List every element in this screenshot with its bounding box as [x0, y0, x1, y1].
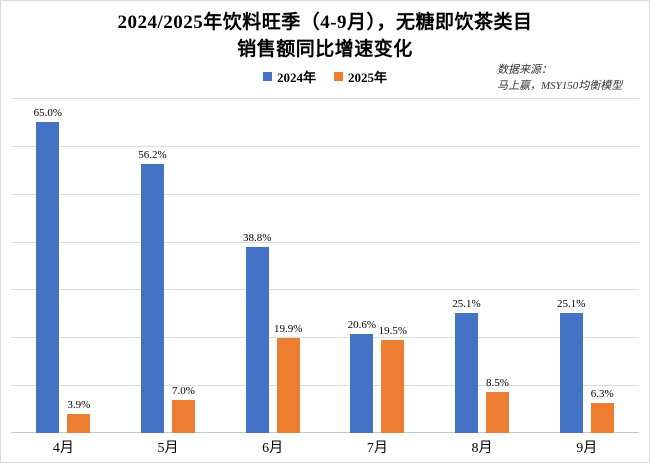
bar-group-5月: 56.2% 7.0%	[116, 98, 221, 433]
gridline	[11, 337, 639, 339]
legend: 2024年 2025年	[262, 67, 387, 86]
source-note: 数据来源： 马上赢，MSY150均衡模型	[497, 62, 622, 94]
chart-title-line-2: 销售额同比增速变化	[237, 39, 413, 60]
x-axis-label-4月: 4月	[52, 441, 74, 456]
bar-2025年-7月: 19.5%	[379, 325, 407, 433]
bar-2025年-8月: 8.5%	[486, 377, 510, 433]
bar-2024年-9月: 25.1%	[557, 298, 585, 433]
legend-label: 2025年	[348, 70, 388, 85]
bar-2024年-6月: 38.8%	[243, 232, 271, 433]
bar-2025年-6月: 19.9%	[274, 323, 302, 433]
x-axis-labels: 4月 5月 6月 7月 8月 9月	[11, 437, 639, 457]
legend-swatch-icon	[334, 72, 343, 81]
bar-2025年-9月: 6.3%	[590, 388, 614, 433]
chart-title: 2024/2025年饮料旺季（4-9月），无糖即饮茶类目 销售额同比增速变化	[1, 9, 649, 63]
bar-value-label-2025年-8月: 8.5%	[486, 377, 509, 390]
gridline	[11, 289, 639, 291]
gridline	[11, 98, 639, 99]
bar-value-label-2025年-4月: 3.9%	[67, 399, 91, 412]
legend-label: 2024年	[276, 70, 316, 85]
bar-group-9月: 25.1% 6.3%	[534, 98, 639, 433]
x-axis-label-5月: 5月	[157, 441, 179, 456]
bar-value-label-2024年-8月: 25.1%	[452, 297, 481, 310]
legend-item-2025年: 2025年	[334, 67, 387, 86]
bar-value-label-2024年-7月: 20.6%	[347, 319, 377, 332]
bar-2024年-5月: 56.2%	[138, 149, 167, 433]
legend-swatch-icon	[262, 72, 272, 81]
bar-2024年-7月: 20.6%	[348, 319, 376, 433]
plot-area: 65.0% 3.9% 56.2% 7.0% 38.8% 19.9% 20.6% 19.5% 25…	[11, 98, 639, 433]
bar-value-label-2025年-6月: 19.9%	[273, 322, 303, 335]
bar-value-label-2024年-4月: 65.0%	[33, 106, 63, 119]
bar-group-6月: 38.8% 19.9%	[220, 98, 325, 433]
x-axis-line	[11, 432, 639, 433]
gridline	[11, 145, 639, 147]
bar-2024年-8月: 25.1%	[452, 298, 481, 433]
gridline	[11, 241, 639, 243]
bar-2024年-4月: 65.0%	[34, 107, 62, 433]
bar-2025年-4月: 3.9%	[67, 399, 91, 433]
bar-2025年-5月: 7.0%	[172, 385, 195, 433]
bar-group-4月: 65.0% 3.9%	[11, 98, 116, 433]
bar-value-label-2024年-6月: 38.8%	[242, 232, 272, 245]
bar-group-8月: 25.1% 8.5%	[430, 98, 535, 433]
source-note-line-2: 马上赢，MSY150均衡模型	[497, 80, 623, 92]
x-axis-label-7月: 7月	[366, 441, 388, 456]
bar-group-7月: 20.6% 19.5%	[325, 98, 430, 433]
source-note-line-1: 数据来源：	[497, 64, 552, 76]
x-axis-label-8月: 8月	[471, 441, 493, 456]
bar-value-label-2025年-9月: 6.3%	[590, 387, 614, 400]
gridline	[11, 385, 639, 387]
gridline	[11, 193, 639, 195]
bar-groups: 65.0% 3.9% 56.2% 7.0% 38.8% 19.9% 20.6% 19.5% 25…	[11, 98, 639, 433]
bar-value-label-2025年-5月: 7.0%	[172, 384, 195, 397]
bar-value-label-2024年-5月: 56.2%	[138, 149, 167, 162]
legend-item-2024年: 2024年	[262, 67, 316, 86]
x-axis-label-6月: 6月	[262, 441, 284, 456]
x-axis-label-9月: 9月	[576, 441, 598, 456]
bar-value-label-2025年-7月: 19.5%	[378, 324, 408, 337]
bar-value-label-2024年-9月: 25.1%	[556, 297, 586, 310]
chart-title-line-1: 2024/2025年饮料旺季（4-9月），无糖即饮茶类目	[117, 12, 533, 33]
